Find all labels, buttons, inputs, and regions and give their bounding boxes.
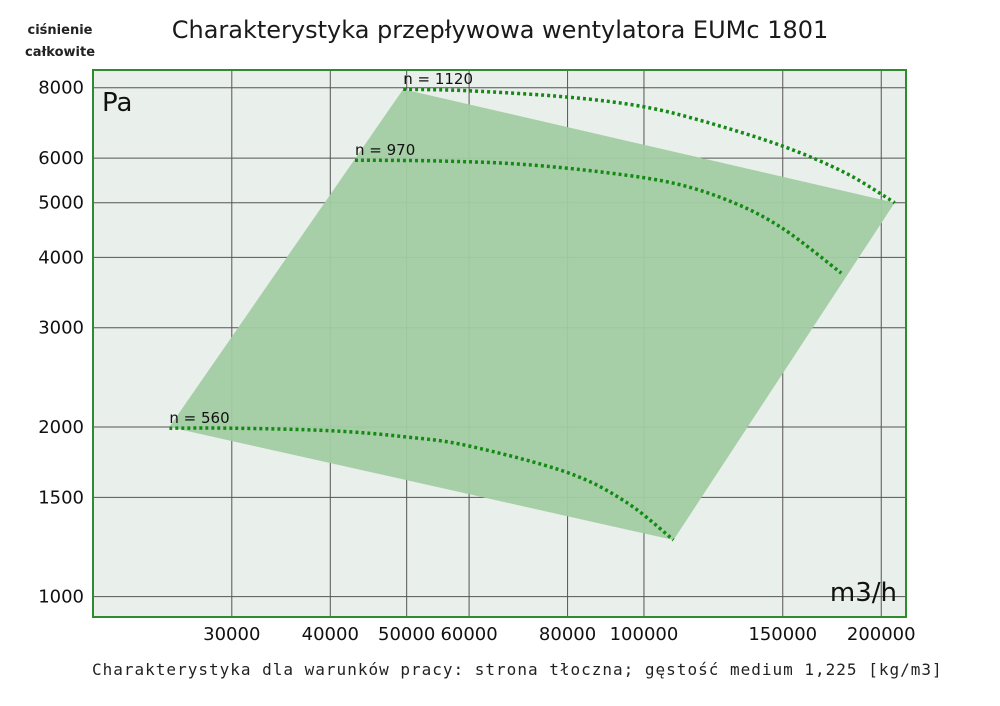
curve-0 <box>403 87 896 205</box>
plot-frame <box>92 69 907 618</box>
x-axis-ticks: 30000 40000 50000 60000 80000 100000 150000 200… <box>203 624 915 645</box>
curve-labels: n = 1120 n = 970 n = 560 <box>169 70 473 427</box>
x-tick-label: 200000 <box>847 624 916 645</box>
x-tick-label: 150000 <box>748 624 817 645</box>
curve-label-1: n = 970 <box>355 141 415 159</box>
y-tick-label: 6000 <box>38 148 84 169</box>
y-axis-ticks: 1000 1500 2000 3000 4000 5000 6000 8000 <box>38 78 84 608</box>
y-tick-label: 3000 <box>38 318 84 339</box>
x-tick-label: 60000 <box>440 624 497 645</box>
footnote: Charakterystyka dla warunków pracy: stro… <box>92 660 943 679</box>
x-tick-label: 30000 <box>203 624 260 645</box>
x-unit-label: m3/h <box>830 578 897 608</box>
y-axis-label: ciśnienie całkowite <box>24 23 96 60</box>
x-tick-label: 50000 <box>378 624 435 645</box>
operating-area <box>169 89 895 540</box>
y-tick-label: 1500 <box>38 487 84 508</box>
x-tick-label: 40000 <box>302 624 359 645</box>
y-tick-label: 2000 <box>38 417 84 438</box>
y-unit-label: Pa <box>102 88 132 118</box>
y-tick-label: 4000 <box>38 247 84 268</box>
speed-curves <box>169 87 896 542</box>
curve-1 <box>354 158 843 275</box>
y-tick-label: 8000 <box>38 78 84 99</box>
y-tick-label: 5000 <box>38 193 84 214</box>
chart-title: Charakterystyka przepływowa wentylatora … <box>171 16 829 44</box>
y-tick-label: 1000 <box>38 587 84 608</box>
x-tick-label: 100000 <box>610 624 679 645</box>
curve-label-2: n = 560 <box>169 409 229 427</box>
x-tick-label: 80000 <box>539 624 596 645</box>
curve-2 <box>169 426 675 542</box>
curve-label-0: n = 1120 <box>403 70 473 88</box>
